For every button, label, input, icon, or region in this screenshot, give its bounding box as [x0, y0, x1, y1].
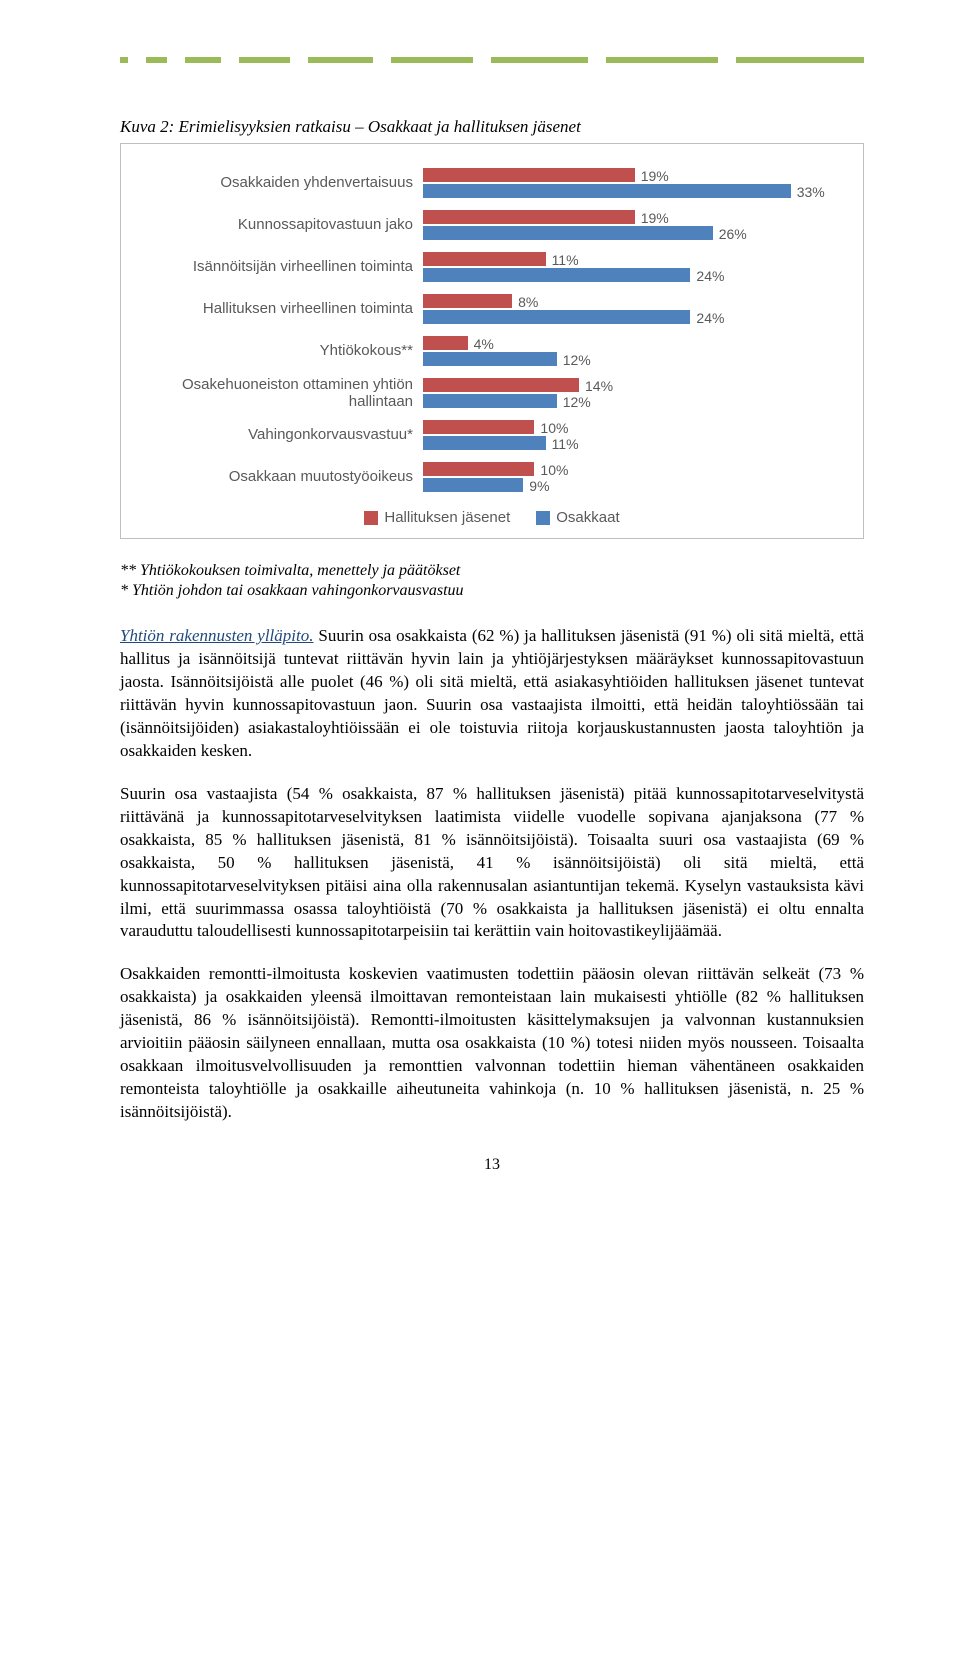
figure-caption: Kuva 2: Erimielisyyksien ratkaisu – Osak… — [120, 116, 864, 139]
bar-group: 19% 26% — [423, 204, 851, 246]
chart-row: Hallituksen virheellinen toiminta8% 24% — [133, 288, 851, 330]
category-label: Osakkaiden yhdenvertaisuus — [133, 174, 423, 191]
bar-group: 4% 12% — [423, 330, 851, 372]
bar-osakkaat: 12% — [423, 352, 557, 366]
chart-row: Yhtiökokous**4% 12% — [133, 330, 851, 372]
bar-osakkaat: 24% — [423, 268, 690, 282]
bar-value-label: 12% — [557, 351, 591, 370]
bar-value-label: 33% — [791, 183, 825, 202]
bar-hallituksen: 11% — [423, 252, 546, 266]
legend-swatch-icon — [364, 511, 378, 525]
bar-value-label: 12% — [557, 393, 591, 412]
legend-swatch-icon — [536, 511, 550, 525]
chart-body: Osakkaiden yhdenvertaisuus19%33%Kunnossa… — [133, 162, 851, 498]
bar-chart: Osakkaiden yhdenvertaisuus19%33%Kunnossa… — [120, 143, 864, 539]
chart-row: Vahingonkorvausvastuu*10% 11% — [133, 414, 851, 456]
paragraph: Osakkaiden remontti-ilmoitusta koskevien… — [120, 963, 864, 1124]
legend-item-hallituksen: Hallituksen jäsenet — [364, 508, 510, 528]
chart-row: Osakehuoneiston ottaminen yhtiön hallint… — [133, 372, 851, 414]
bar-group: 11% 24% — [423, 246, 851, 288]
bar-hallituksen: 10% — [423, 420, 534, 434]
legend-item-osakkaat: Osakkaat — [536, 508, 619, 528]
bar-group: 14%12% — [423, 372, 851, 414]
paragraph: Yhtiön rakennusten ylläpito. Suurin osa … — [120, 625, 864, 763]
category-label: Vahingonkorvausvastuu* — [133, 426, 423, 443]
legend-label: Hallituksen jäsenet — [384, 508, 510, 528]
chart-row: Osakkaiden yhdenvertaisuus19% 33% — [133, 162, 851, 204]
paragraph-text: Suurin osa osakkaista (62 %) ja hallituk… — [120, 626, 864, 760]
subheading: Yhtiön rakennusten ylläpito. — [120, 626, 313, 645]
bar-value-label: 11% — [546, 435, 579, 454]
bar-hallituksen: 19% — [423, 210, 635, 224]
footnote-line: * Yhtiön johdon tai osakkaan vahingonkor… — [120, 581, 864, 601]
page-number: 13 — [120, 1154, 864, 1176]
category-label: Osakkaan muutostyöoikeus — [133, 468, 423, 485]
legend-label: Osakkaat — [556, 508, 619, 528]
chart-row: Osakkaan muutostyöoikeus10%9% — [133, 456, 851, 498]
bar-group: 19% 33% — [423, 162, 851, 204]
bar-osakkaat: 26% — [423, 226, 713, 240]
category-label: Yhtiökokous** — [133, 342, 423, 359]
chart-legend: Hallituksen jäsenet Osakkaat — [133, 508, 851, 528]
footnote-line: ** Yhtiökokouksen toimivalta, menettely … — [120, 561, 864, 581]
bar-value-label: 9% — [523, 477, 549, 496]
category-label: Hallituksen virheellinen toiminta — [133, 300, 423, 317]
bar-osakkaat: 12% — [423, 394, 557, 408]
category-label: Isännöitsijän virheellinen toiminta — [133, 258, 423, 275]
bar-group: 10%9% — [423, 456, 851, 498]
bar-hallituksen: 8% — [423, 294, 512, 308]
header-stripes — [120, 54, 864, 66]
bar-hallituksen: 14% — [423, 378, 579, 392]
bar-value-label: 26% — [713, 225, 747, 244]
category-label: Osakehuoneiston ottaminen yhtiön hallint… — [133, 376, 423, 411]
bar-osakkaat: 9% — [423, 478, 523, 492]
chart-row: Kunnossapitovastuun jako19% 26% — [133, 204, 851, 246]
bar-osakkaat: 24% — [423, 310, 690, 324]
body-text: Yhtiön rakennusten ylläpito. Suurin osa … — [120, 625, 864, 1124]
bar-value-label: 24% — [690, 309, 724, 328]
bar-osakkaat: 33% — [423, 184, 791, 198]
bar-group: 10% 11% — [423, 414, 851, 456]
chart-footnotes: ** Yhtiökokouksen toimivalta, menettely … — [120, 561, 864, 601]
bar-hallituksen: 4% — [423, 336, 468, 350]
paragraph: Suurin osa vastaajista (54 % osakkaista,… — [120, 783, 864, 944]
chart-row: Isännöitsijän virheellinen toiminta11% 24… — [133, 246, 851, 288]
bar-hallituksen: 10% — [423, 462, 534, 476]
bar-osakkaat: 11% — [423, 436, 546, 450]
bar-value-label: 24% — [690, 267, 724, 286]
bar-hallituksen: 19% — [423, 168, 635, 182]
bar-group: 8% 24% — [423, 288, 851, 330]
category-label: Kunnossapitovastuun jako — [133, 216, 423, 233]
document-page: Kuva 2: Erimielisyyksien ratkaisu – Osak… — [0, 0, 960, 1236]
